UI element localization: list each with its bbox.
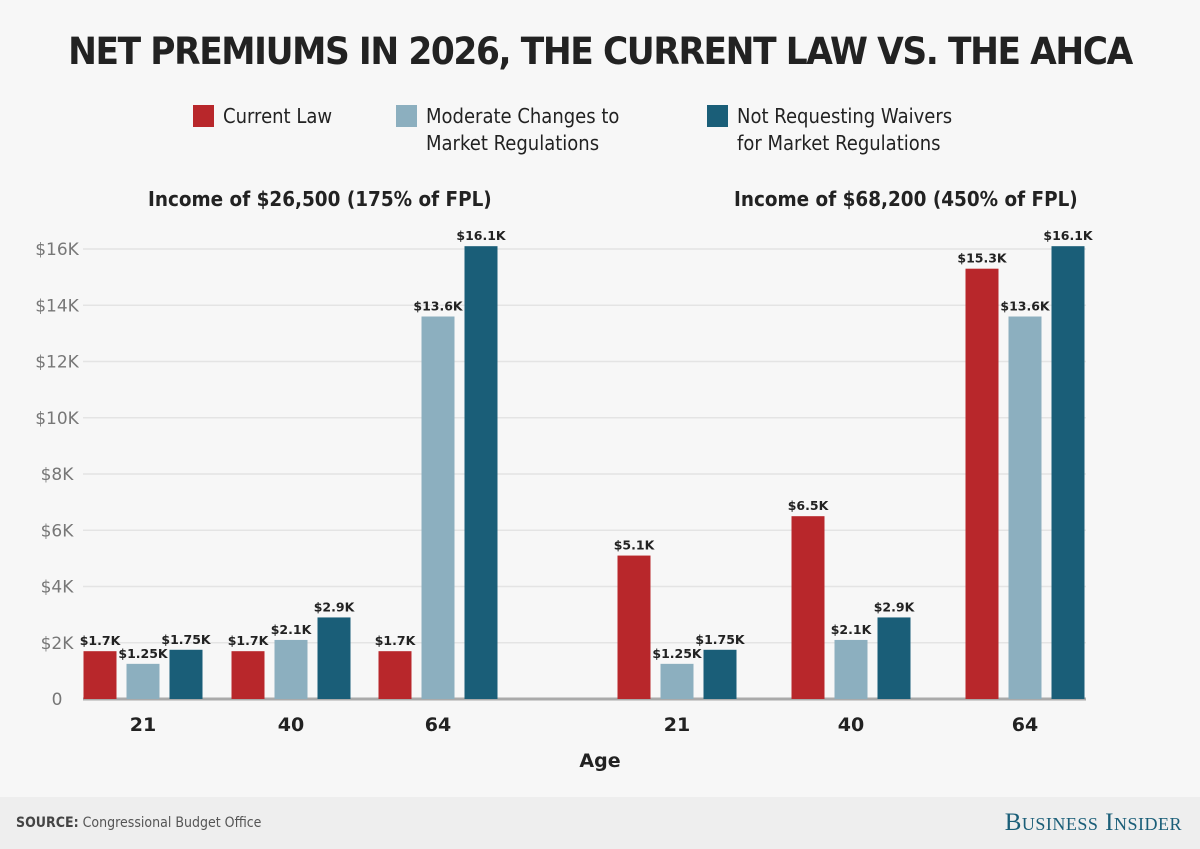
y-tick-label: $8K (41, 465, 75, 485)
bar-chart: 0$2K$4K$6K$8K$10K$12K$14K$16K $1.7K$1.25… (35, 228, 1094, 772)
bar (317, 617, 351, 699)
data-label: $5.1K (614, 538, 656, 553)
data-label: $1.75K (695, 632, 746, 647)
panel-title-low-income: Income of $26,500 (175% of FPL) (148, 187, 492, 211)
data-label: $6.5K (788, 498, 830, 513)
data-label: $1.25K (652, 646, 703, 661)
x-axis-label: Age (579, 750, 620, 772)
data-label: $1.7K (375, 633, 417, 648)
bar (703, 649, 737, 699)
y-tick-label: $12K (35, 353, 79, 373)
x-tick-label: 40 (838, 714, 864, 736)
bar (660, 663, 694, 699)
legend-label: Not Requesting Waivers for Market Regula… (737, 104, 953, 155)
bar (617, 555, 651, 699)
source-label: SOURCE: (16, 815, 79, 831)
x-axis: 21 40 64 21 40 64 (130, 714, 1038, 736)
y-tick-label: $14K (35, 296, 79, 316)
data-label: $13.6K (413, 299, 464, 314)
data-label: $16.1K (456, 228, 507, 243)
y-tick-label: $10K (35, 409, 79, 429)
legend-label: Current Law (223, 104, 333, 128)
legend: Current Law Moderate Changes to Market R… (0, 103, 1200, 163)
chart-title: NET PREMIUMS IN 2026, THE CURRENT LAW VS… (68, 30, 1133, 73)
bar (421, 316, 455, 699)
y-tick-label: $6K (41, 521, 75, 541)
bar (126, 663, 160, 699)
panel-title-high-income: Income of $68,200 (450% of FPL) (734, 187, 1078, 211)
x-tick-label: 40 (278, 714, 304, 736)
legend-label: Moderate Changes to Market Regulations (426, 104, 620, 155)
bar (231, 651, 265, 699)
source-note: SOURCE: Congressional Budget Office (16, 815, 261, 831)
data-label: $16.1K (1043, 228, 1094, 243)
data-label: $1.7K (80, 633, 122, 648)
bars (83, 246, 1085, 699)
legend-item-not-requesting-waivers: Not Requesting Waivers for Market Regula… (707, 103, 976, 157)
bar (877, 617, 911, 699)
data-label: $1.75K (161, 632, 212, 647)
bar (1051, 246, 1085, 699)
source-text: Congressional Budget Office (82, 815, 262, 831)
x-tick-label: 64 (425, 714, 451, 736)
x-tick-label: 21 (664, 714, 690, 736)
bar (274, 639, 308, 699)
x-tick-label: 64 (1012, 714, 1038, 736)
data-label: $2.9K (314, 599, 356, 614)
brand-logo: Business Insider (1004, 809, 1182, 836)
footer: SOURCE: Congressional Budget Office Busi… (0, 797, 1200, 849)
data-label: $2.9K (874, 599, 916, 614)
bar (1008, 316, 1042, 699)
bar (378, 651, 412, 699)
bar (965, 268, 999, 699)
data-label: $15.3K (957, 251, 1008, 266)
y-axis: 0 $2K $4K $6K $8K $10K $12K $14K $16K (35, 240, 79, 710)
y-tick-label: $4K (41, 578, 75, 598)
y-tick-label: $2K (41, 634, 75, 654)
x-tick-label: 21 (130, 714, 156, 736)
legend-item-current-law: Current Law (193, 103, 344, 130)
data-label: $2.1K (271, 622, 313, 637)
data-label: $1.7K (228, 633, 270, 648)
data-label: $1.25K (118, 646, 169, 661)
data-labels: $1.7K$1.25K$1.75K $1.7K$2.1K$2.9K$1.7K$13… (80, 228, 1094, 661)
legend-swatch-not-requesting-waivers (707, 105, 728, 127)
y-tick-label: $16K (35, 240, 79, 260)
legend-swatch-moderate-changes (396, 105, 417, 127)
legend-item-moderate-changes: Moderate Changes to Market Regulations (396, 103, 641, 157)
bar (834, 639, 868, 699)
data-label: $2.1K (831, 622, 873, 637)
bar (791, 516, 825, 699)
bar (464, 246, 498, 699)
legend-swatch-current-law (193, 105, 214, 127)
gridlines (83, 248, 1086, 701)
data-label: $13.6K (1000, 299, 1051, 314)
y-tick-label: 0 (52, 690, 63, 710)
bar (169, 649, 203, 699)
bar (83, 651, 117, 699)
